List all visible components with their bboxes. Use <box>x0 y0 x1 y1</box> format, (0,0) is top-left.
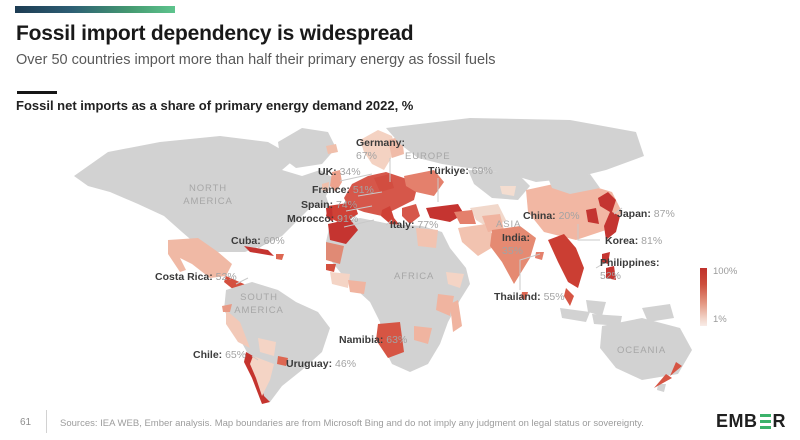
continent-label-africa: AFRICA <box>394 271 435 282</box>
map-label-france: France: 51% <box>312 184 374 197</box>
region-southeast-asia-shapes <box>548 234 674 326</box>
map-label-chile: Chile: 65% <box>193 349 246 362</box>
country-value: 35% <box>502 245 524 258</box>
country-value: 60% <box>260 235 285 247</box>
continent-label-south-america: SOUTH AMERICA <box>234 292 284 317</box>
world-choropleth-map: Germany: 67% UK: 34% France: 51% Spain: 74% M… <box>30 112 770 404</box>
accent-gradient-bar <box>15 6 175 13</box>
map-label-uruguay: Uruguay: 46% <box>286 358 356 371</box>
map-label-japan: Japan: 87% <box>617 208 675 221</box>
map-label-uk: UK: 34% <box>318 166 361 179</box>
map-label-costa-rica: Costa Rica: 52% <box>155 271 237 284</box>
continent-label-oceania: OCEANIA <box>617 345 667 356</box>
country-new-zealand-shape <box>654 362 682 388</box>
country-korea-shape <box>586 208 599 224</box>
footer: 61 Sources: IEA WEB, Ember analysis. Map… <box>0 402 800 440</box>
country-name: Germany: <box>356 137 406 149</box>
country-name: China: <box>523 210 556 222</box>
country-name: France: <box>312 184 350 196</box>
country-name: Japan: <box>617 208 651 220</box>
country-name: Italy: <box>390 219 415 231</box>
footer-divider <box>46 410 47 433</box>
country-name: Morocco: <box>287 213 335 225</box>
chart-title-rule <box>17 91 57 94</box>
country-philippines-shape <box>602 252 616 280</box>
country-name: UK: <box>318 166 337 178</box>
map-label-philippines: Philippines: 52% <box>600 257 660 283</box>
country-value: 69% <box>468 165 493 177</box>
country-value: 81% <box>638 235 663 247</box>
country-india-shape <box>482 214 544 300</box>
legend-max-label: 100% <box>713 266 738 277</box>
country-name: Costa Rica: <box>155 271 213 283</box>
country-name: Philippines: <box>600 257 660 269</box>
country-name: Korea: <box>605 235 639 247</box>
label-leader-lines <box>235 158 623 365</box>
country-value: 77% <box>414 219 439 231</box>
logo-text-suffix: R <box>772 411 786 431</box>
country-value: 91% <box>334 213 359 225</box>
country-name: India: <box>502 232 530 244</box>
country-value: 34% <box>336 166 361 178</box>
page-number: 61 <box>20 417 32 428</box>
map-label-thailand: Thailand: 55% <box>494 291 565 304</box>
map-label-spain: Spain: 74% <box>301 199 357 212</box>
map-label-cuba: Cuba: 60% <box>231 235 285 248</box>
landmass-africa <box>326 218 470 372</box>
landmass-south-america <box>222 282 330 404</box>
country-name: Uruguay: <box>286 358 333 370</box>
country-value: 51% <box>349 184 374 196</box>
country-value: 67% <box>356 150 378 163</box>
country-value: 55% <box>540 291 565 303</box>
landmass-australia <box>600 318 692 392</box>
page-subtitle: Over 50 countries import more than half … <box>16 52 496 68</box>
country-name: Chile: <box>193 349 223 361</box>
sources-text: Sources: IEA WEB, Ember analysis. Map bo… <box>60 418 644 429</box>
country-china-shape <box>526 174 622 240</box>
map-label-morocco: Morocco: 91% <box>287 213 358 226</box>
country-value: 63% <box>383 334 408 346</box>
country-name: Thailand: <box>494 291 541 303</box>
map-label-india: India: 35% <box>502 232 530 258</box>
country-name: Cuba: <box>231 235 261 247</box>
country-japan-shape <box>598 192 620 240</box>
country-name: Namibia: <box>339 334 384 346</box>
logo-green-e-icon <box>759 413 771 430</box>
ember-logo: EMB R <box>716 411 786 432</box>
continent-label-europe: EUROPE <box>405 151 451 162</box>
country-value: 20% <box>555 210 580 222</box>
legend-gradient-bar <box>700 268 707 326</box>
country-value: 65% <box>222 349 247 361</box>
country-value: 46% <box>332 358 357 370</box>
chart-title: Fossil net imports as a share of primary… <box>16 98 414 113</box>
map-label-italy: Italy: 77% <box>390 219 438 232</box>
map-label-turkiye: Türkiye: 69% <box>428 165 493 178</box>
country-name: Spain: <box>301 199 334 211</box>
map-label-china: China: 20% <box>523 210 580 223</box>
map-legend: 100% 1% <box>700 266 750 328</box>
region-europe-shapes <box>322 130 464 234</box>
country-value: 87% <box>650 208 675 220</box>
logo-text-prefix: EMB <box>716 411 758 431</box>
continent-label-asia: ASIA <box>496 219 522 230</box>
country-name: Türkiye: <box>428 165 469 177</box>
page-title: Fossil import dependency is widespread <box>16 22 414 45</box>
legend-min-label: 1% <box>713 314 727 325</box>
country-mexico-shape <box>168 238 232 278</box>
country-cuba-shape <box>244 246 284 260</box>
map-label-korea: Korea: 81% <box>605 235 662 248</box>
country-value: 52% <box>600 270 622 283</box>
map-label-namibia: Namibia: 63% <box>339 334 407 347</box>
continent-label-north-america: NORTH AMERICA <box>183 183 233 208</box>
country-value: 74% <box>333 199 358 211</box>
landmass-north-america <box>74 136 334 252</box>
country-value: 52% <box>212 271 237 283</box>
region-central-asia-shapes <box>468 170 530 200</box>
landmass-russia <box>386 118 644 182</box>
world-map-svg <box>74 118 692 404</box>
map-label-germany: Germany: 67% <box>356 137 405 163</box>
